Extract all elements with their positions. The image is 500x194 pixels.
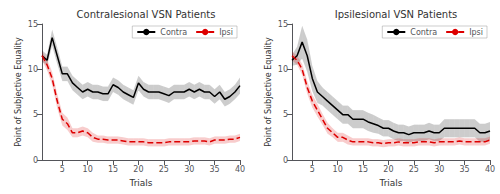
svg-text:Point of Subjective Equality: Point of Subjective Equality xyxy=(264,37,273,147)
svg-text:35: 35 xyxy=(210,165,220,174)
svg-text:20: 20 xyxy=(383,165,393,174)
svg-text:Ipsilesional VSN Patients: Ipsilesional VSN Patients xyxy=(335,9,458,20)
svg-text:Ipsi: Ipsi xyxy=(469,28,483,37)
svg-text:10: 10 xyxy=(83,165,93,174)
svg-text:10: 10 xyxy=(28,65,38,74)
svg-text:30: 30 xyxy=(434,165,444,174)
svg-text:10: 10 xyxy=(333,165,343,174)
svg-text:15: 15 xyxy=(358,165,368,174)
svg-text:25: 25 xyxy=(409,165,419,174)
svg-text:Contra: Contra xyxy=(160,28,187,37)
svg-text:15: 15 xyxy=(278,20,288,29)
svg-text:15: 15 xyxy=(108,165,118,174)
svg-text:20: 20 xyxy=(133,165,143,174)
svg-text:Ipsi: Ipsi xyxy=(219,28,233,37)
svg-text:35: 35 xyxy=(460,165,470,174)
svg-text:5: 5 xyxy=(310,165,315,174)
svg-text:5: 5 xyxy=(283,110,288,119)
svg-text:Trials: Trials xyxy=(128,178,152,188)
svg-text:5: 5 xyxy=(60,165,65,174)
svg-text:40: 40 xyxy=(235,165,245,174)
svg-text:Contra: Contra xyxy=(410,28,437,37)
svg-text:30: 30 xyxy=(184,165,194,174)
svg-text:Trials: Trials xyxy=(378,178,402,188)
svg-text:0: 0 xyxy=(33,156,38,165)
svg-text:Contralesional VSN Patients: Contralesional VSN Patients xyxy=(77,9,216,20)
svg-text:Point of Subjective Equality: Point of Subjective Equality xyxy=(14,37,23,147)
svg-text:10: 10 xyxy=(278,65,288,74)
svg-text:25: 25 xyxy=(159,165,169,174)
svg-text:5: 5 xyxy=(33,110,38,119)
svg-text:0: 0 xyxy=(283,156,288,165)
svg-text:15: 15 xyxy=(28,20,38,29)
svg-text:40: 40 xyxy=(485,165,495,174)
